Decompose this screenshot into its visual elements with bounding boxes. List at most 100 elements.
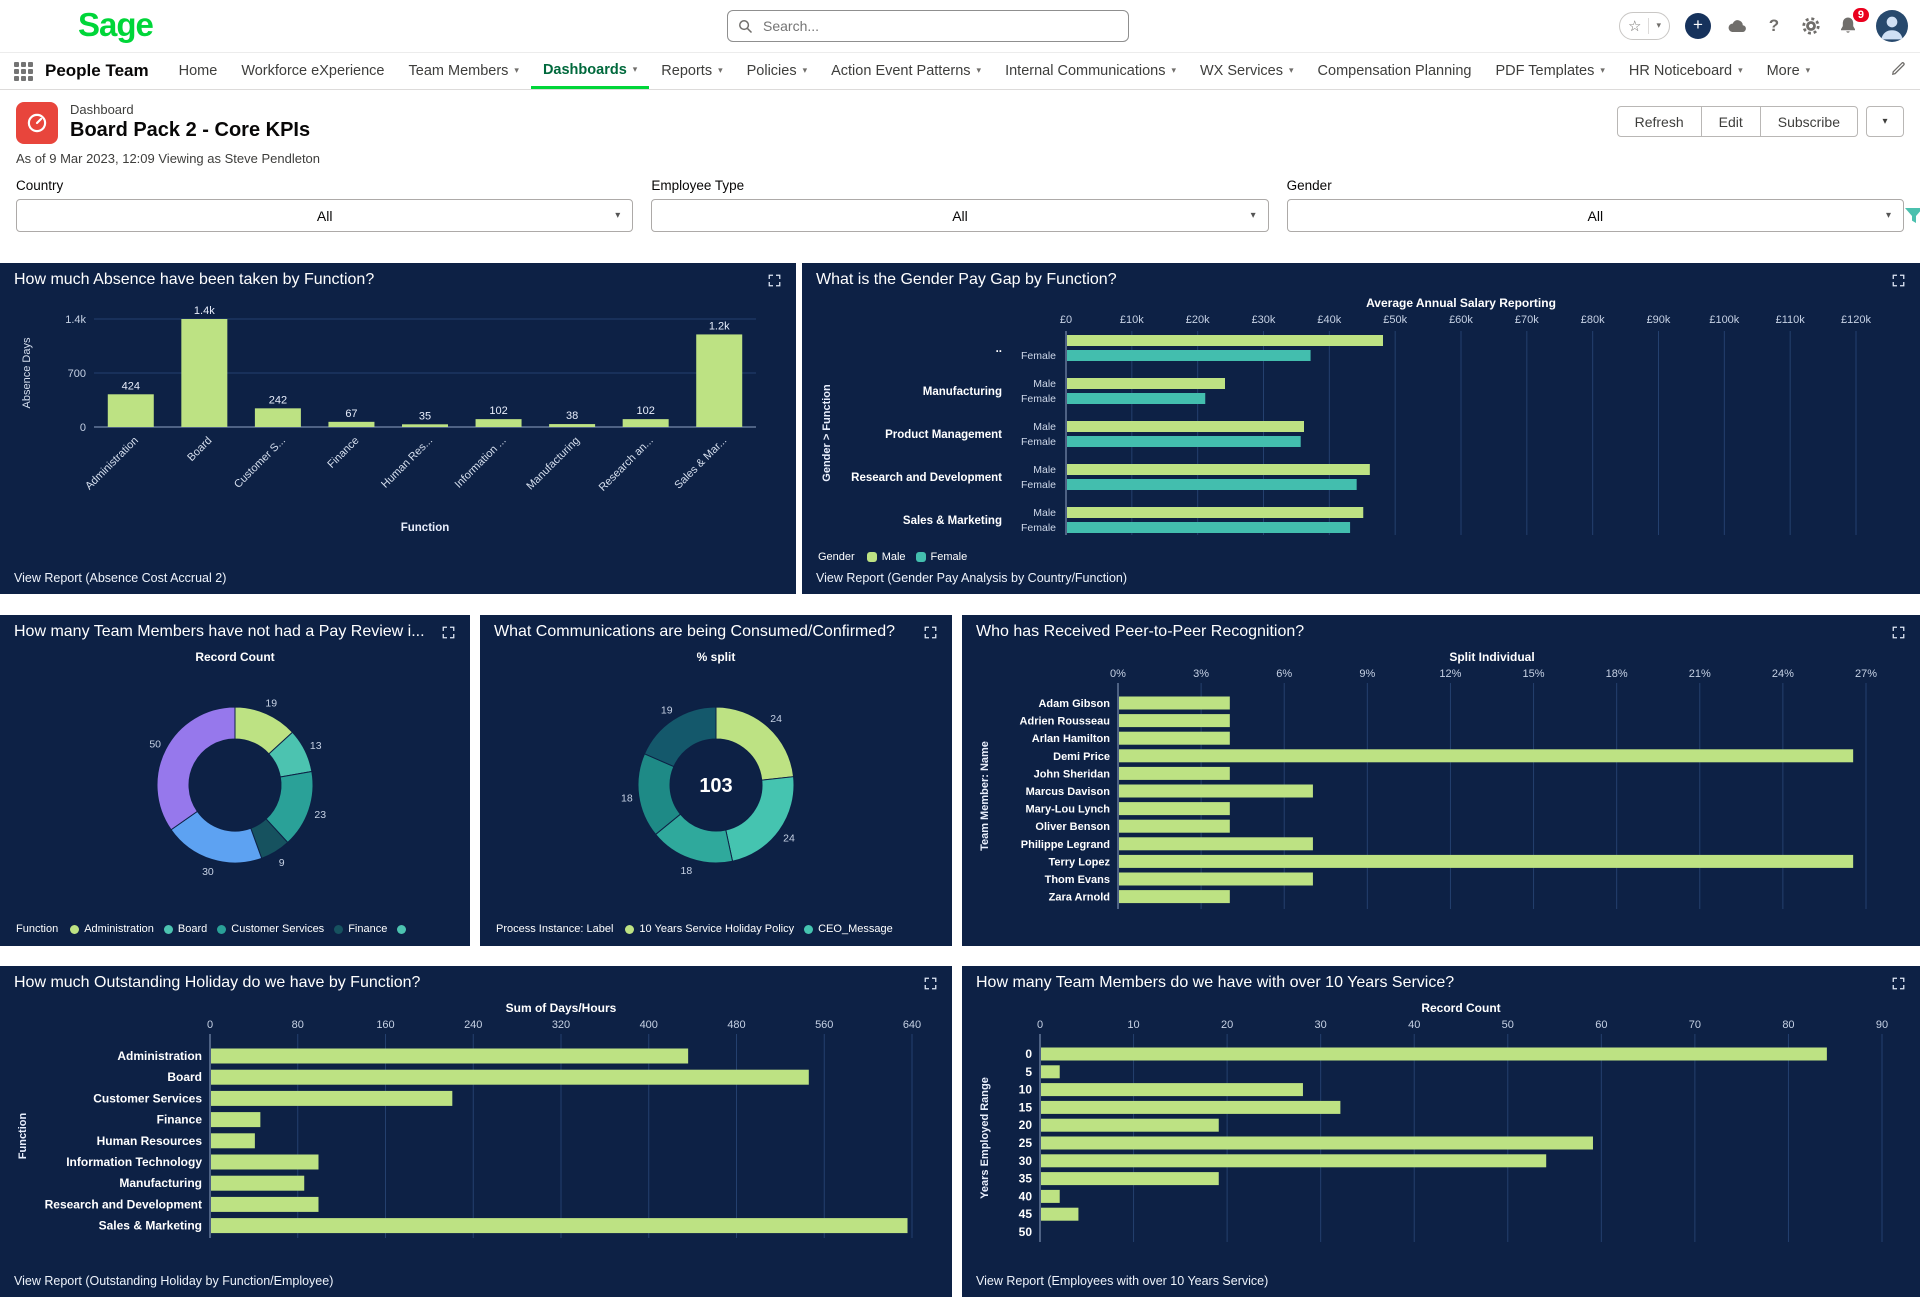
bar-customer-services[interactable] <box>211 1090 453 1106</box>
bar-marcus-davison[interactable] <box>1119 784 1313 798</box>
more-actions-dropdown[interactable]: ▾ <box>1866 106 1904 137</box>
expand-icon[interactable] <box>1891 976 1906 996</box>
bar-information[interactable] <box>475 419 522 427</box>
donut-segment-4[interactable] <box>643 706 717 768</box>
bar-finance[interactable] <box>328 421 375 427</box>
filter-select-gender[interactable]: All ▾ <box>1286 199 1904 232</box>
bar-product-management-female[interactable] <box>1067 436 1301 447</box>
bar-finance[interactable] <box>211 1112 261 1128</box>
nav-tab-action-event-patterns[interactable]: Action Event Patterns ▾ <box>819 53 993 89</box>
legend-item-female[interactable]: Female <box>915 551 967 563</box>
nav-tab-home[interactable]: Home <box>167 53 230 89</box>
global-search[interactable] <box>727 10 1129 42</box>
refresh-button[interactable]: Refresh <box>1616 106 1702 137</box>
view-report-link[interactable]: View Report (Outstanding Holiday by Func… <box>14 1274 334 1288</box>
bar-sales-marketing[interactable] <box>211 1218 908 1234</box>
nav-tab-reports[interactable]: Reports ▾ <box>649 53 734 89</box>
legend-item-finance[interactable]: Finance <box>334 923 387 935</box>
bar-35[interactable] <box>1041 1172 1219 1186</box>
bar-administration[interactable] <box>211 1048 689 1064</box>
expand-icon[interactable] <box>1891 273 1906 293</box>
bar-mary-lou-lynch[interactable] <box>1119 802 1230 816</box>
bar-demi-price[interactable] <box>1119 749 1854 763</box>
bar-25[interactable] <box>1041 1136 1593 1150</box>
filter-funnel-icon[interactable] <box>1902 204 1920 233</box>
bar-human-resources[interactable] <box>211 1133 255 1149</box>
bar-sales-marketing-male[interactable] <box>1067 507 1364 518</box>
expand-icon[interactable] <box>1891 625 1906 645</box>
bar-john-sheridan[interactable] <box>1119 766 1230 780</box>
bar-administration[interactable] <box>107 394 154 427</box>
legend-item[interactable] <box>397 924 407 934</box>
bar-philippe-legrand[interactable] <box>1119 837 1313 851</box>
bar-manufacturing-female[interactable] <box>1067 393 1206 404</box>
bar-15[interactable] <box>1041 1100 1341 1114</box>
legend-item-administration[interactable]: Administration <box>70 923 154 935</box>
bar-manufacturing[interactable] <box>211 1175 305 1191</box>
nav-tab-internal-communications[interactable]: Internal Communications ▾ <box>993 53 1188 89</box>
bar-customer-s[interactable] <box>254 408 301 427</box>
nav-tab-dashboards[interactable]: Dashboards ▾ <box>530 53 650 89</box>
legend-item-customer-services[interactable]: Customer Services <box>217 923 324 935</box>
bar-human-res[interactable] <box>402 424 448 427</box>
bar-5[interactable] <box>1041 1065 1060 1079</box>
bar-terry-lopez[interactable] <box>1119 854 1854 868</box>
nav-tab-workforce-experience[interactable]: Workforce eXperience <box>229 53 396 89</box>
filter-select-employee-type[interactable]: All ▾ <box>651 199 1269 232</box>
app-launcher-icon[interactable] <box>14 61 33 81</box>
edit-nav-pencil-icon[interactable] <box>1890 61 1906 82</box>
bar-manufacturing[interactable] <box>549 424 596 427</box>
bar-male[interactable] <box>1067 335 1383 346</box>
bar-zara-arnold[interactable] <box>1119 890 1230 904</box>
bar-30[interactable] <box>1041 1154 1547 1168</box>
bar-45[interactable] <box>1041 1207 1079 1221</box>
nav-tab-pdf-templates[interactable]: PDF Templates ▾ <box>1484 53 1617 89</box>
edit-button[interactable]: Edit <box>1700 106 1761 137</box>
guidance-cloud-icon[interactable] <box>1726 15 1748 37</box>
bar-product-management-male[interactable] <box>1067 421 1304 432</box>
nav-tab-policies[interactable]: Policies ▾ <box>735 53 820 89</box>
notifications-bell[interactable]: 9 <box>1837 6 1871 38</box>
legend-item-male[interactable]: Male <box>866 551 906 563</box>
view-report-link[interactable]: View Report (Gender Pay Analysis by Coun… <box>816 571 1128 585</box>
bar-female[interactable] <box>1067 350 1311 361</box>
view-report-link[interactable]: View Report (Employees with over 10 Year… <box>976 1274 1269 1288</box>
avatar[interactable] <box>1876 10 1908 42</box>
nav-tab-compensation-planning[interactable]: Compensation Planning <box>1306 53 1484 89</box>
legend-item-board[interactable]: Board <box>163 923 207 935</box>
filter-select-country[interactable]: All ▾ <box>16 199 634 232</box>
bar-sales-marketing-female[interactable] <box>1067 522 1351 533</box>
nav-tab-team-members[interactable]: Team Members ▾ <box>397 53 531 89</box>
donut-segment-5[interactable] <box>156 706 236 831</box>
bar-0[interactable] <box>1041 1047 1827 1061</box>
global-actions-button[interactable]: + <box>1685 13 1711 39</box>
expand-icon[interactable] <box>441 625 456 645</box>
bar-arlan-hamilton[interactable] <box>1119 731 1230 745</box>
setup-gear-icon[interactable] <box>1800 15 1822 37</box>
bar-board[interactable] <box>181 319 228 427</box>
expand-icon[interactable] <box>923 976 938 996</box>
bar-manufacturing-male[interactable] <box>1067 378 1225 389</box>
bar-adam-gibson[interactable] <box>1119 696 1230 710</box>
legend-item-10-years-service-holiday-policy[interactable]: 10 Years Service Holiday Policy <box>625 923 794 935</box>
expand-icon[interactable] <box>767 273 782 293</box>
bar-adrien-rousseau[interactable] <box>1119 714 1230 728</box>
bar-20[interactable] <box>1041 1118 1219 1132</box>
subscribe-button[interactable]: Subscribe <box>1759 106 1858 137</box>
expand-icon[interactable] <box>923 625 938 645</box>
nav-tab-wx-services[interactable]: WX Services ▾ <box>1188 53 1306 89</box>
bar-research-and-development-male[interactable] <box>1067 464 1370 475</box>
nav-tab-more[interactable]: More ▾ <box>1755 53 1823 89</box>
bar-board[interactable] <box>211 1069 809 1085</box>
view-report-link[interactable]: View Report (Absence Cost Accrual 2) <box>14 571 227 585</box>
bar-information-technology[interactable] <box>211 1154 319 1170</box>
bar-research-and-development-female[interactable] <box>1067 479 1357 490</box>
donut-segment-1[interactable] <box>725 776 795 862</box>
bar-research-and-development[interactable] <box>211 1196 319 1212</box>
favorites-control[interactable]: ☆ ▾ <box>1619 12 1670 40</box>
bar-40[interactable] <box>1041 1189 1060 1203</box>
search-input[interactable] <box>761 17 1118 35</box>
legend-item-ceo-message[interactable]: CEO_Message <box>804 923 893 935</box>
bar-oliver-benson[interactable] <box>1119 819 1230 833</box>
bar-research-an[interactable] <box>622 419 669 427</box>
